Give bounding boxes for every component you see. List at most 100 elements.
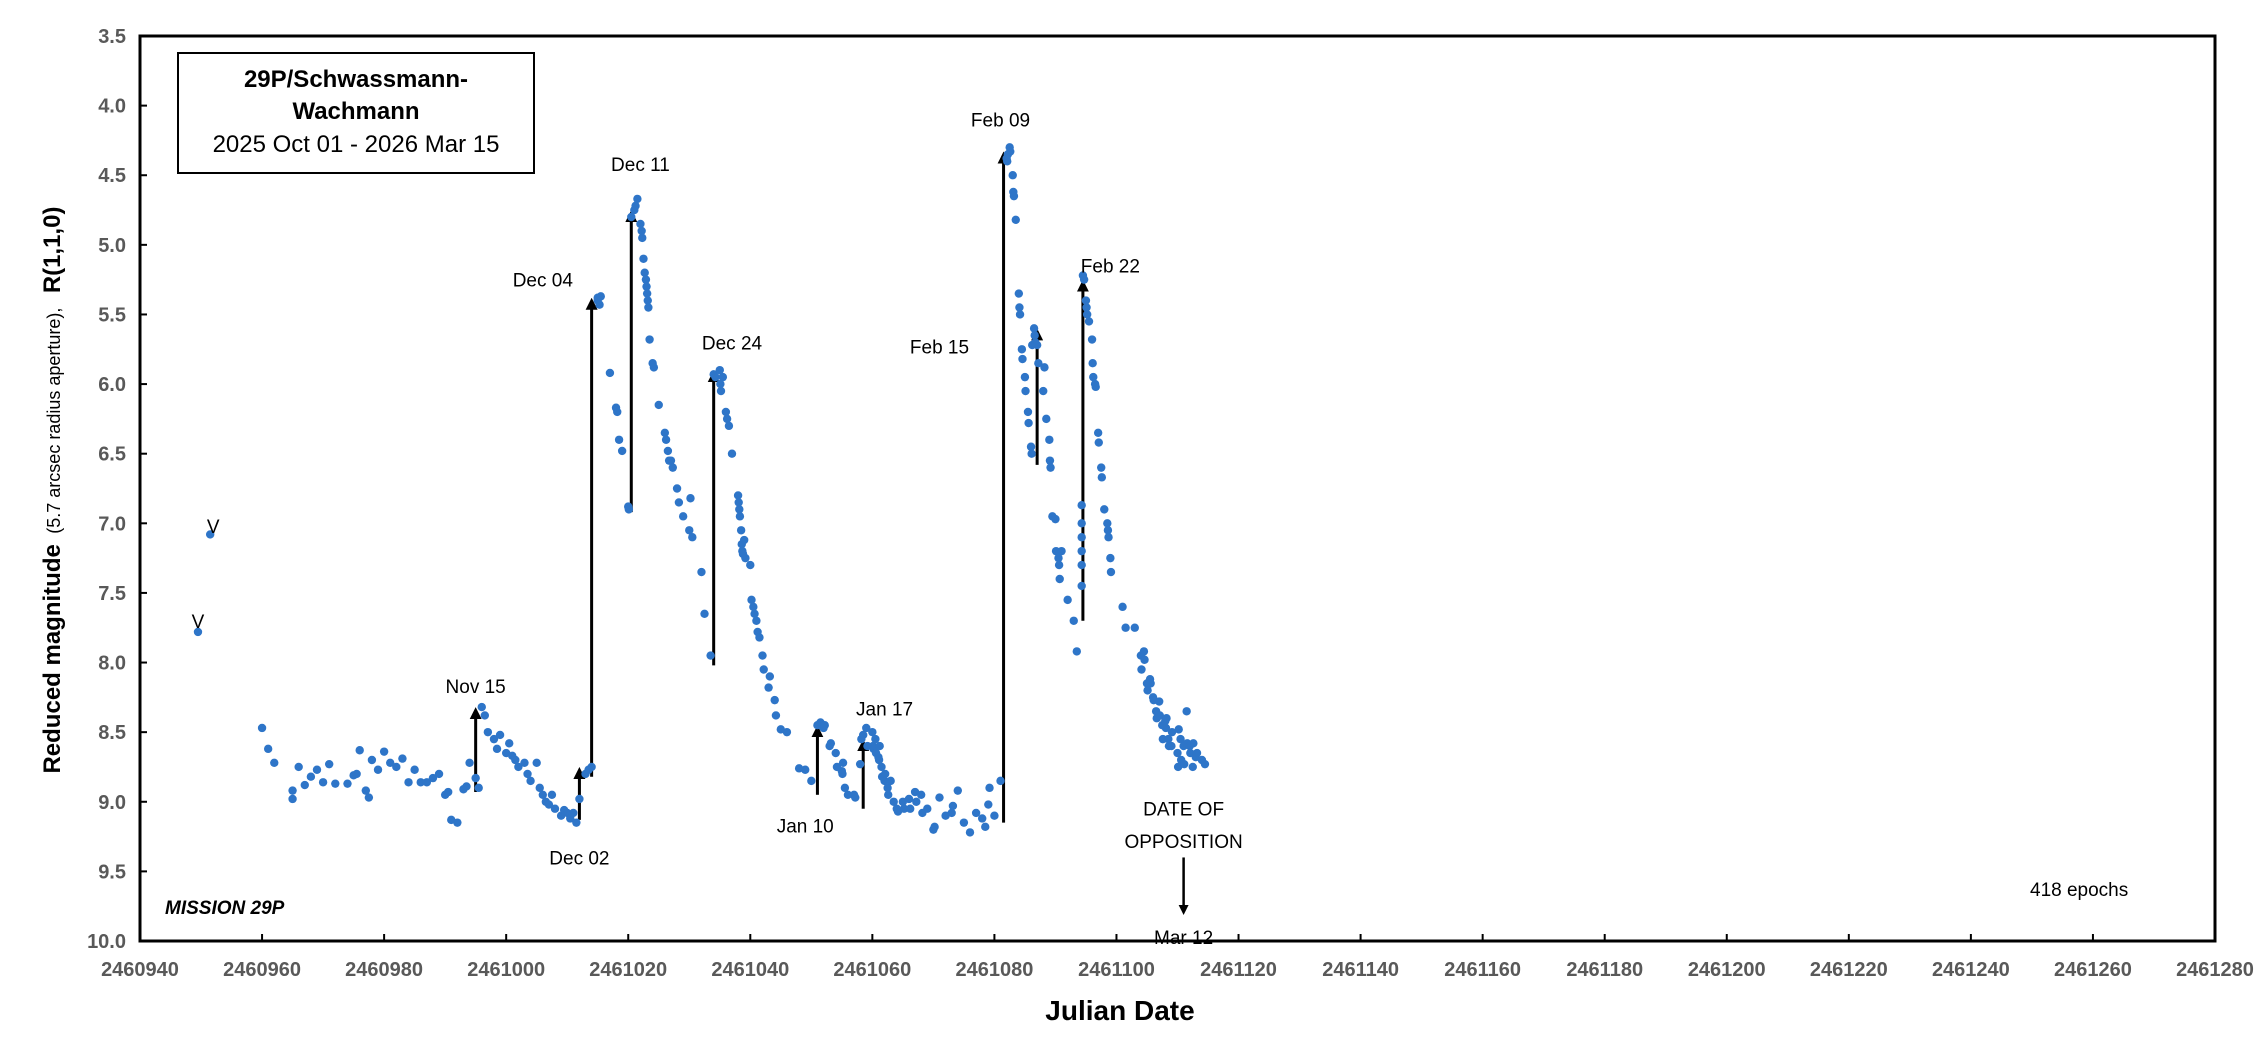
data-point xyxy=(1121,623,1130,632)
data-point xyxy=(801,765,810,774)
data-point xyxy=(1088,358,1097,368)
y-axis-title-main: Reduced magnitude xyxy=(39,544,66,773)
data-point xyxy=(862,723,871,733)
data-point xyxy=(678,512,688,521)
y-tick-label: 4.5 xyxy=(98,165,126,187)
data-point xyxy=(1020,372,1030,382)
outburst-label: Jan 17 xyxy=(856,699,913,720)
data-point xyxy=(874,755,884,765)
data-point xyxy=(668,463,677,472)
data-point xyxy=(547,790,557,800)
data-point xyxy=(1015,303,1024,312)
data-point xyxy=(1130,623,1139,632)
data-point xyxy=(1084,317,1094,326)
x-tick-label: 2461260 xyxy=(2054,959,2132,981)
outburst-label: Jan 10 xyxy=(777,816,834,837)
data-point xyxy=(735,505,744,514)
data-point xyxy=(569,808,578,818)
data-point xyxy=(520,758,529,767)
data-point xyxy=(1054,553,1063,563)
data-point xyxy=(318,778,328,787)
data-point xyxy=(288,786,297,795)
data-point xyxy=(1176,734,1185,744)
data-point xyxy=(1077,519,1086,528)
data-point xyxy=(1008,171,1017,180)
data-point xyxy=(474,783,483,793)
data-point xyxy=(953,786,962,795)
data-point xyxy=(1103,519,1112,528)
data-point xyxy=(1079,275,1089,284)
data-point xyxy=(300,780,309,790)
data-point xyxy=(331,779,340,788)
data-point xyxy=(1188,762,1197,772)
data-point xyxy=(410,765,419,774)
data-point xyxy=(294,762,303,772)
data-point xyxy=(700,609,709,619)
data-point xyxy=(640,268,649,277)
data-point xyxy=(462,782,471,791)
y-axis-title-band: R(1,1,0) xyxy=(39,206,66,293)
data-point xyxy=(306,772,316,781)
data-point xyxy=(1045,435,1054,444)
x-tick-label: 2461220 xyxy=(1810,959,1888,981)
data-point xyxy=(838,769,847,779)
data-point xyxy=(735,512,745,521)
data-point xyxy=(868,727,877,737)
data-point xyxy=(1137,665,1146,674)
chart-title-line1: 29P/Schwassmann- xyxy=(243,66,469,93)
data-point xyxy=(544,800,554,809)
data-point xyxy=(905,804,915,813)
data-point xyxy=(511,755,520,765)
data-point xyxy=(734,498,743,507)
x-tick-label: 2461140 xyxy=(1322,959,1399,981)
data-point xyxy=(672,484,682,493)
data-point xyxy=(257,723,267,733)
data-point xyxy=(715,365,724,375)
data-point xyxy=(752,616,761,625)
opposition-date-label: Mar 12 xyxy=(1154,928,1213,949)
data-point xyxy=(641,275,651,284)
data-point xyxy=(492,744,502,754)
data-point xyxy=(1182,707,1191,716)
data-point xyxy=(324,759,334,769)
data-point xyxy=(638,233,647,243)
x-tick-label: 2461240 xyxy=(1932,959,2010,981)
data-point xyxy=(838,758,848,767)
data-point xyxy=(422,778,432,787)
data-point xyxy=(1034,358,1043,368)
y-tick-label: 5.5 xyxy=(98,304,126,326)
data-point xyxy=(477,702,486,712)
data-point xyxy=(1026,442,1036,451)
data-point xyxy=(749,602,758,612)
outburst-label: Feb 09 xyxy=(971,111,1030,132)
data-point xyxy=(642,289,652,298)
data-point xyxy=(465,758,474,767)
y-tick-label: 5.0 xyxy=(98,235,126,257)
data-point xyxy=(1077,501,1086,510)
data-point xyxy=(1162,714,1171,723)
data-point xyxy=(649,363,659,372)
data-point xyxy=(660,428,670,438)
x-tick-label: 2460980 xyxy=(345,959,423,981)
x-tick-label: 2461120 xyxy=(1200,959,1277,981)
x-tick-label: 2461180 xyxy=(1566,959,1643,981)
y-tick-label: 8.5 xyxy=(98,722,126,744)
data-point xyxy=(343,779,352,788)
data-point xyxy=(428,773,438,783)
data-point xyxy=(930,822,939,832)
data-point xyxy=(884,790,893,800)
data-point xyxy=(1139,647,1149,656)
data-point xyxy=(1104,533,1113,542)
data-point xyxy=(971,808,981,818)
data-point xyxy=(1094,438,1103,447)
y-tick-label: 4.0 xyxy=(98,96,126,118)
outburst-label: Feb 22 xyxy=(1081,257,1140,278)
data-point xyxy=(379,747,389,756)
data-point xyxy=(1081,296,1091,305)
data-point xyxy=(1077,581,1086,591)
data-point xyxy=(596,292,605,301)
data-point xyxy=(1006,147,1015,156)
data-point xyxy=(880,776,889,786)
data-point xyxy=(480,711,490,720)
data-point xyxy=(1155,711,1165,720)
